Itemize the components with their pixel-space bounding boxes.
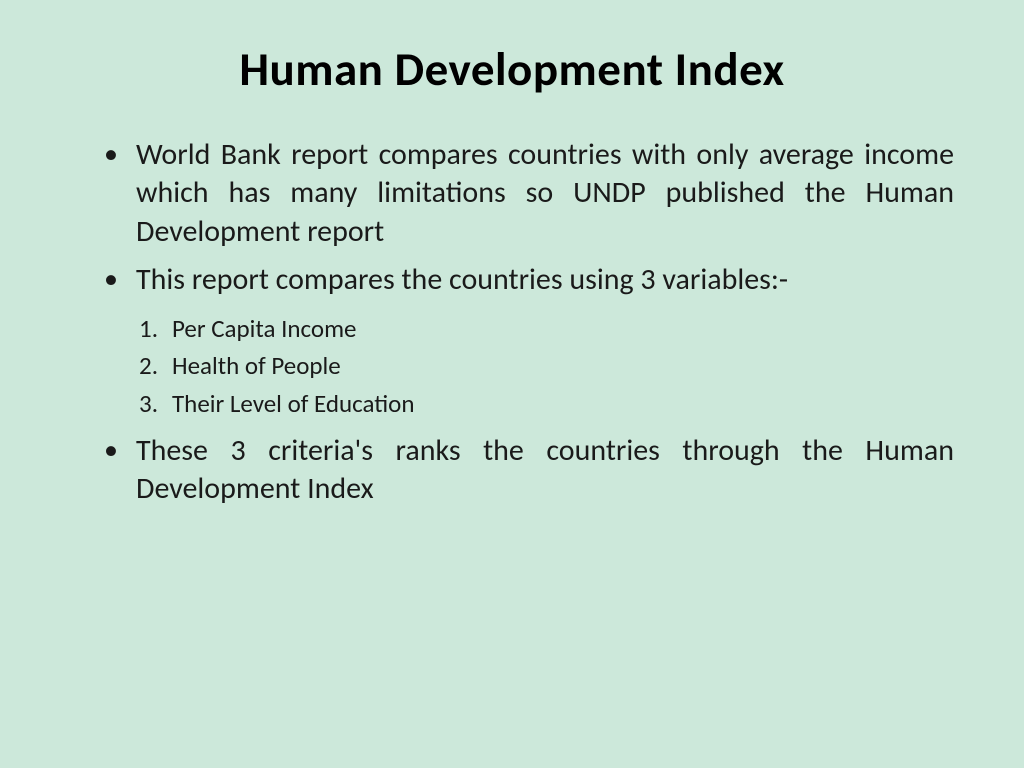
bullet-point: This report compares the countries using… xyxy=(100,261,954,299)
numbered-item: Health of People xyxy=(100,347,954,385)
slide-title: Human Development Index xyxy=(70,40,954,98)
numbered-item: Per Capita Income xyxy=(100,310,954,348)
bullet-point: World Bank report compares countries wit… xyxy=(100,136,954,251)
numbered-item: Their Level of Education xyxy=(100,385,954,423)
numbered-list: Per Capita Income Health of People Their… xyxy=(100,310,954,423)
slide-content: World Bank report compares countries wit… xyxy=(70,136,954,509)
slide-container: Human Development Index World Bank repor… xyxy=(0,0,1024,768)
bullet-point: These 3 criteria's ranks the countries t… xyxy=(100,432,954,509)
